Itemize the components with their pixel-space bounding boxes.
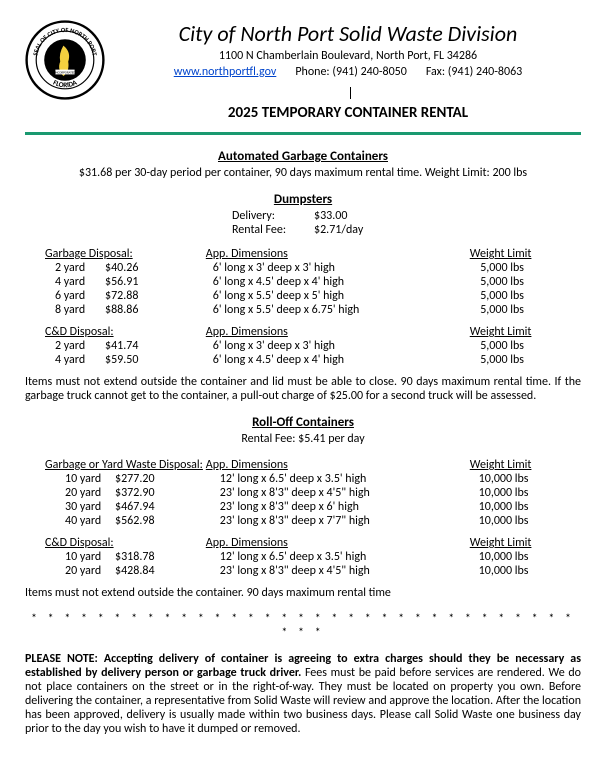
table-row: 20 yard$428.8423' long x 8'3" deep x 4'5… [25,564,581,578]
website-link[interactable]: www.northportfl.gov [174,65,277,79]
col-cd-disposal: C&D Disposal: [25,325,206,339]
col-weight: Weight Limit [420,325,581,339]
table-row: 4 yard$56.916' long x 4.5' deep x 4' hig… [25,275,581,289]
rolloff-note: Items must not extend outside the contai… [25,586,581,600]
rental-value: $2.71/day [314,223,374,237]
table-row: 2 yard$40.266' long x 3' deep x 3' high5… [25,261,581,275]
table-row: 10 yard$318.7812' long x 6.5' deep x 3.5… [25,550,581,564]
automated-heading: Automated Garbage Containers [25,149,581,164]
table-row: 20 yard$372.9023' long x 8'3" deep x 4'5… [25,486,581,500]
dumpster-garbage-table: Garbage Disposal: App. Dimensions Weight… [25,247,581,317]
table-row: 8 yard$88.866' long x 5.5' deep x 6.75' … [25,303,581,317]
col-weight: Weight Limit [420,247,581,261]
table-row: 10 yard$277.2012' long x 6.5' deep x 3.5… [25,472,581,486]
col-weight: Weight Limit [420,536,581,550]
svg-text:INCORPORATED: INCORPORATED [55,71,76,75]
table-row: 2 yard$41.746' long x 3' deep x 3' high5… [25,339,581,353]
dumpster-cd-table: C&D Disposal: App. Dimensions Weight Lim… [25,325,581,367]
col-dimensions: App. Dimensions [206,458,420,472]
fax: Fax: (941) 240-8063 [426,65,522,79]
automated-sub: $31.68 per 30-day period per container, … [25,166,581,180]
col-rolloff-cd: C&D Disposal: [25,536,206,550]
col-dimensions: App. Dimensions [206,325,420,339]
table-row: 6 yard$72.886' long x 5.5' deep x 5' hig… [25,289,581,303]
divider [350,87,351,99]
page-header: SEAL OF CITY OF NORTH PORT FLORIDA INCOR… [25,20,581,128]
col-rolloff-disposal: Garbage or Yard Waste Disposal: [25,458,206,472]
page-subtitle: 2025 TEMPORARY CONTAINER RENTAL [115,104,581,122]
rolloff-sub: Rental Fee: $5.41 per day [25,432,581,446]
dumpster-fees: Delivery: $33.00 Rental Fee: $2.71/day [25,209,581,237]
table-row: 30 yard$467.9423' long x 8'3" deep x 6' … [25,500,581,514]
address: 1100 N Chamberlain Boulevard, North Port… [115,49,581,63]
rolloff-heading: Roll-Off Containers [25,415,581,430]
col-dimensions: App. Dimensions [206,536,420,550]
phone: Phone: (941) 240-8050 [295,65,407,79]
star-divider: * * * * * * * * * * * * * * * * * * * * … [25,612,581,640]
delivery-label: Delivery: [232,209,302,223]
header-rule [25,132,581,135]
rolloff-garbage-table: Garbage or Yard Waste Disposal: App. Dim… [25,458,581,528]
rolloff-cd-table: C&D Disposal: App. Dimensions Weight Lim… [25,536,581,578]
rental-label: Rental Fee: [232,223,302,237]
col-dimensions: App. Dimensions [206,247,420,261]
table-row: 4 yard$59.506' long x 4.5' deep x 4' hig… [25,353,581,367]
dumpsters-heading: Dumpsters [25,192,581,207]
please-note: PLEASE NOTE: Accepting delivery of conta… [25,652,581,736]
city-seal: SEAL OF CITY OF NORTH PORT FLORIDA INCOR… [25,20,105,100]
col-weight: Weight Limit [420,458,581,472]
org-title: City of North Port Solid Waste Division [115,20,581,47]
dumpster-note: Items must not extend outside the contai… [25,375,581,403]
table-row: 40 yard$562.9823' long x 8'3" deep x 7'7… [25,514,581,528]
delivery-value: $33.00 [314,209,374,223]
col-disposal: Garbage Disposal: [25,247,206,261]
